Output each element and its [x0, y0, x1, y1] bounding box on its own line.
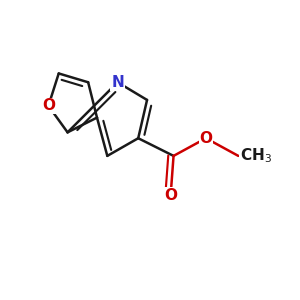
Text: CH$_3$: CH$_3$ — [240, 146, 272, 165]
Text: N: N — [111, 75, 124, 90]
Text: O: O — [42, 98, 55, 113]
Text: O: O — [200, 131, 212, 146]
Text: O: O — [164, 188, 177, 203]
